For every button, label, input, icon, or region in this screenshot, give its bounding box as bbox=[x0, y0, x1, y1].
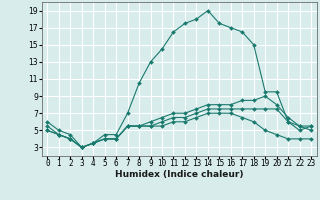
X-axis label: Humidex (Indice chaleur): Humidex (Indice chaleur) bbox=[115, 170, 244, 179]
